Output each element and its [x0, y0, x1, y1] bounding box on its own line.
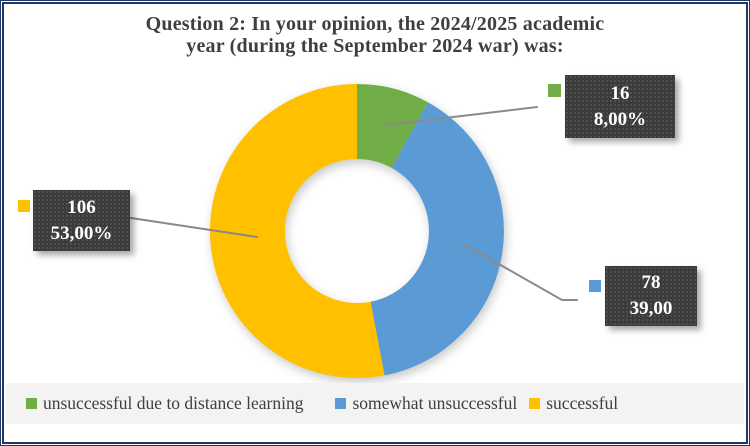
data-label-percent: 39,00 — [629, 298, 673, 319]
legend-item-successful: successful — [529, 393, 618, 414]
chart-title-line1: Question 2: In your opinion, the 2024/20… — [145, 13, 605, 35]
leader-line-segment3 — [130, 217, 258, 238]
label-marker-segment3 — [18, 200, 30, 212]
data-label-value: 78 — [641, 272, 661, 293]
legend-marker-successful — [529, 398, 541, 409]
chart-legend: unsuccessful due to distance learning so… — [6, 383, 744, 424]
legend-item-somewhat-unsuccessful: somewhat unsuccessful — [335, 393, 517, 414]
legend-marker-somewhat-unsuccessful — [335, 398, 347, 409]
data-label-percent: 53,00% — [50, 222, 113, 244]
leader-line-segment1 — [385, 106, 538, 126]
legend-item-unsuccessful: unsuccessful due to distance learning — [26, 393, 303, 414]
donut-segments — [209, 84, 504, 378]
chart-title-line2: year (during the September 2024 war) was… — [186, 35, 564, 57]
data-label-segment2: 78 39,00 — [605, 266, 697, 326]
data-label-segment1: 16 8,00% — [565, 75, 675, 138]
label-marker-segment2 — [589, 280, 601, 292]
data-label-value: 106 — [67, 196, 96, 218]
donut-segment-1 — [357, 84, 428, 168]
legend-label-successful: successful — [546, 393, 619, 413]
data-label-percent: 8,00% — [593, 108, 647, 130]
donut-segment-3 — [209, 84, 385, 378]
legend-marker-unsuccessful — [26, 398, 37, 409]
chart-title: Question 2: In your opinion, the 2024/20… — [0, 13, 750, 57]
data-label-value: 16 — [610, 82, 630, 104]
data-label-segment3: 106 53,00% — [33, 190, 130, 251]
legend-label-unsuccessful: unsuccessful due to distance learning — [43, 393, 304, 413]
label-marker-segment1 — [548, 84, 561, 97]
legend-label-somewhat-unsuccessful: somewhat unsuccessful — [352, 393, 518, 413]
leader-line-segment2 — [461, 242, 578, 301]
donut-segment-2 — [370, 102, 504, 376]
